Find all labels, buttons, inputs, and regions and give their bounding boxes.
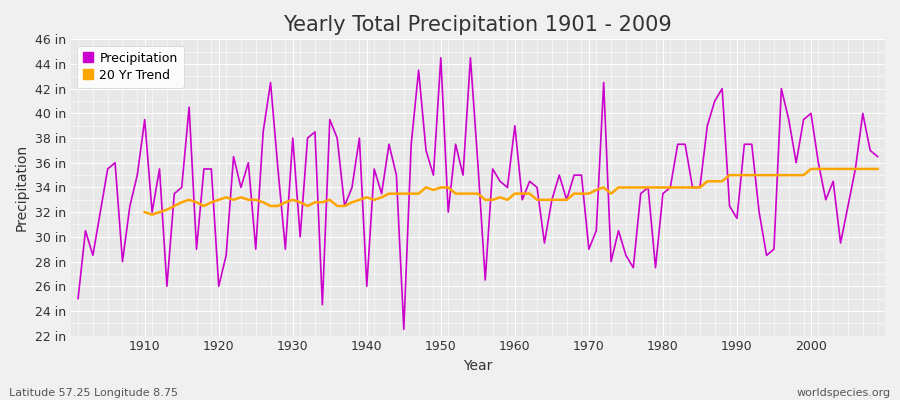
Y-axis label: Precipitation: Precipitation bbox=[15, 144, 29, 231]
Text: worldspecies.org: worldspecies.org bbox=[796, 388, 891, 398]
Legend: Precipitation, 20 Yr Trend: Precipitation, 20 Yr Trend bbox=[76, 46, 184, 88]
X-axis label: Year: Year bbox=[464, 359, 492, 373]
Title: Yearly Total Precipitation 1901 - 2009: Yearly Total Precipitation 1901 - 2009 bbox=[284, 15, 672, 35]
Text: Latitude 57.25 Longitude 8.75: Latitude 57.25 Longitude 8.75 bbox=[9, 388, 178, 398]
